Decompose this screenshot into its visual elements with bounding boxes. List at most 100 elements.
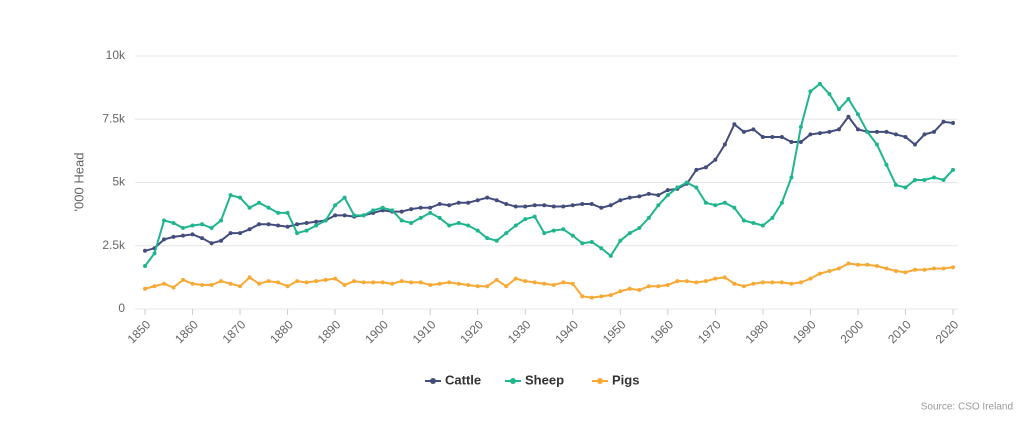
point <box>399 218 404 223</box>
point <box>751 220 756 225</box>
point <box>361 213 366 218</box>
point <box>770 280 775 285</box>
point <box>798 280 803 285</box>
point <box>646 215 651 220</box>
y-tick-label: 10k <box>106 48 126 62</box>
point <box>247 205 252 210</box>
point <box>855 262 860 267</box>
point <box>732 205 737 210</box>
point <box>456 200 461 205</box>
point <box>266 279 271 284</box>
point <box>903 134 908 139</box>
point <box>247 275 252 280</box>
legend-item[interactable]: Pigs <box>592 372 639 387</box>
point <box>532 214 537 219</box>
point <box>884 129 889 134</box>
point <box>162 281 167 286</box>
legend-item[interactable]: Sheep <box>505 372 564 387</box>
x-tick-label: 1870 <box>220 317 249 346</box>
point <box>162 237 167 242</box>
point <box>504 202 509 207</box>
point <box>865 262 870 267</box>
point <box>466 282 471 287</box>
point <box>428 282 433 287</box>
point <box>475 284 480 289</box>
point <box>912 267 917 272</box>
point <box>836 107 841 112</box>
point <box>627 195 632 200</box>
point <box>951 167 955 172</box>
point <box>475 228 480 233</box>
point <box>551 282 556 287</box>
point <box>694 167 699 172</box>
point <box>637 194 642 199</box>
point <box>342 213 347 218</box>
point <box>342 282 347 287</box>
x-tick-label: 1890 <box>315 317 344 346</box>
point <box>304 280 309 285</box>
series <box>143 81 955 268</box>
point <box>903 270 908 275</box>
legend-label[interactable]: Cattle <box>445 372 481 387</box>
point <box>456 281 461 286</box>
point <box>836 127 841 132</box>
legend-item[interactable]: Cattle <box>425 372 481 387</box>
point <box>513 204 518 209</box>
point <box>760 280 765 285</box>
point <box>219 238 224 243</box>
legend-label[interactable]: Pigs <box>612 372 639 387</box>
point <box>798 140 803 145</box>
point <box>694 280 699 285</box>
point <box>827 129 832 134</box>
legend-label[interactable]: Sheep <box>525 372 564 387</box>
point <box>941 266 946 271</box>
point <box>741 218 746 223</box>
point <box>703 165 708 170</box>
point <box>190 281 195 286</box>
point <box>713 276 718 281</box>
point <box>789 175 794 180</box>
series-line <box>144 262 954 299</box>
point <box>295 279 300 284</box>
x-tick-label: 1960 <box>647 317 676 346</box>
point <box>855 112 860 117</box>
legend-symbol <box>430 378 436 384</box>
point <box>618 238 623 243</box>
point <box>200 236 205 241</box>
point <box>333 276 338 281</box>
point <box>380 280 385 285</box>
point <box>865 129 870 134</box>
point <box>931 129 936 134</box>
point <box>190 223 195 228</box>
point <box>846 261 851 266</box>
point <box>266 222 271 227</box>
point <box>589 295 594 300</box>
point <box>922 177 927 182</box>
point <box>637 226 642 231</box>
point <box>447 223 452 228</box>
point <box>304 220 309 225</box>
point <box>390 208 395 213</box>
point <box>551 204 556 209</box>
point <box>561 227 566 232</box>
point <box>627 286 632 291</box>
x-tick-label: 1910 <box>410 317 439 346</box>
point <box>570 233 575 238</box>
series <box>143 261 955 300</box>
point <box>437 215 442 220</box>
y-tick-label: 5k <box>112 175 126 189</box>
point <box>542 231 547 236</box>
point <box>741 129 746 134</box>
point <box>846 114 851 119</box>
point <box>494 238 499 243</box>
point <box>893 269 898 274</box>
point <box>409 207 414 212</box>
point <box>466 200 471 205</box>
point <box>143 286 147 291</box>
point <box>846 97 851 102</box>
x-tick-label: 1920 <box>457 317 486 346</box>
point <box>238 195 243 200</box>
point <box>428 210 433 215</box>
point <box>751 127 756 132</box>
point <box>171 234 176 239</box>
